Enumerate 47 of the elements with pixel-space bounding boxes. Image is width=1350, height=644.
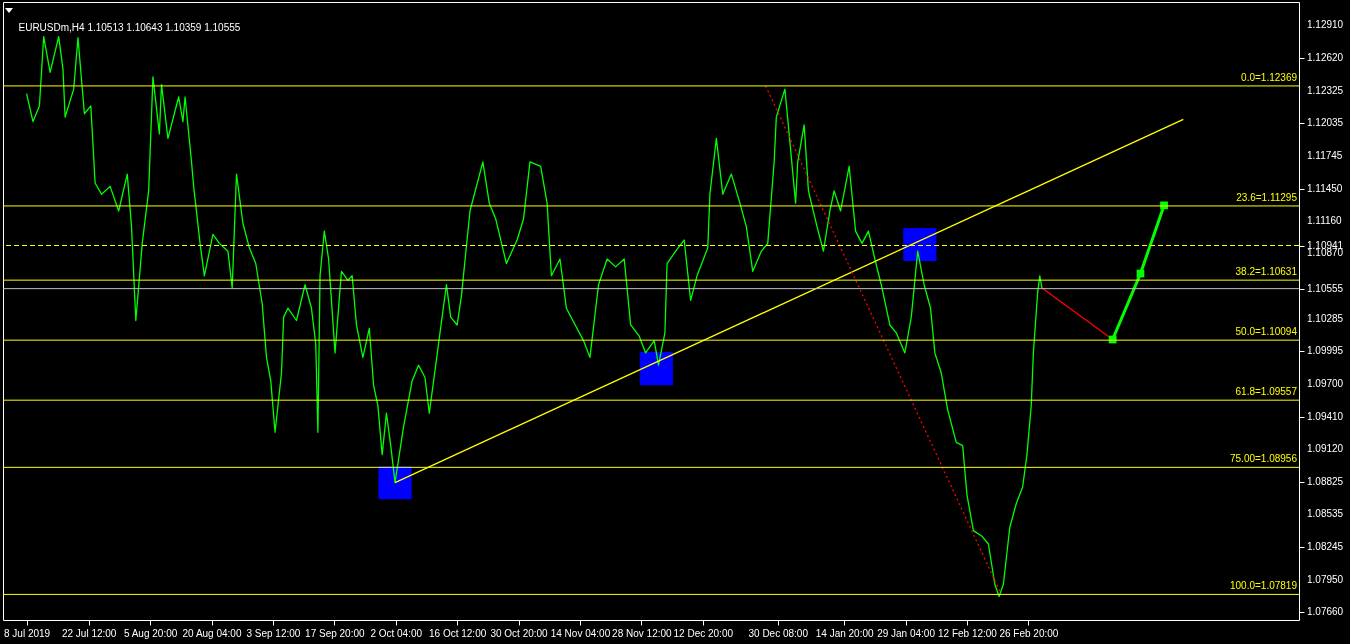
ref-line-label: 61.8=1.09557 — [1235, 386, 1298, 398]
x-tick-label: 28 Nov 12:00 — [612, 627, 673, 639]
y-tick-label: 1.10285 — [1307, 312, 1344, 324]
x-tick-label: 12 Dec 20:00 — [673, 627, 734, 639]
ref-line-label: 75.00=1.08956 — [1229, 453, 1298, 465]
y-tick-label: 1.12910 — [1307, 19, 1344, 31]
y-tick-label: 1.09120 — [1307, 443, 1344, 455]
x-tick-label: 22 Jul 12:00 — [61, 627, 117, 639]
point — [903, 227, 937, 262]
x-tick-label: 3 Sep 12:00 — [246, 627, 301, 639]
x-tick-label: 8 Jul 2019 — [3, 627, 51, 639]
x-tick-label: 30 Oct 20:00 — [490, 627, 549, 639]
ref-line-label: 100.0=1.07819 — [1229, 580, 1298, 592]
text: EURUSDm,H4 1.10513 1.10643 1.10359 1.10555 — [18, 22, 241, 33]
y-tick-label: 1.08245 — [1307, 540, 1344, 552]
x-tick-label: 26 Feb 20:00 — [999, 627, 1059, 639]
ref-line-label: 50.0=1.10094 — [1235, 326, 1298, 338]
y-tick-label: 1.09700 — [1307, 378, 1344, 390]
x-tick-label: 29 Jan 04:00 — [877, 627, 936, 639]
y-tick-label: 1.12325 — [1307, 84, 1344, 96]
x-tick-label: 17 Sep 20:00 — [305, 627, 365, 639]
x-tick-label: 30 Dec 08:00 — [748, 627, 809, 639]
x-tick-label: 20 Aug 04:00 — [182, 627, 242, 639]
y-tick-label: 1.11745 — [1307, 149, 1343, 161]
ref-line-label: 23.6=1.11295 — [1236, 191, 1298, 203]
ref-line-label: 38.2=1.10631 — [1235, 266, 1298, 278]
point — [639, 351, 673, 386]
y-tick-label: 1.07660 — [1307, 606, 1344, 618]
y-tick-label: 1.09995 — [1307, 345, 1344, 357]
line-series — [25, 35, 1043, 598]
ref-line-label: 0.0=1.12369 — [1241, 71, 1298, 83]
y-tick-label: 1.07950 — [1307, 573, 1344, 585]
point — [378, 465, 412, 500]
x-tick-label: 14 Nov 04:00 — [550, 627, 611, 639]
y-tick-label: 1.08825 — [1307, 475, 1344, 487]
x-tick-label: 14 Jan 20:00 — [815, 627, 874, 639]
x-tick-label: 5 Aug 20:00 — [123, 627, 178, 639]
y-tick-label: 1.09410 — [1307, 410, 1344, 422]
x-tick-label: 12 Feb 12:00 — [938, 627, 998, 639]
y-tick-label: 1.12620 — [1307, 51, 1344, 63]
y-tick-label: 1.08535 — [1307, 508, 1344, 520]
x-tick-label: 2 Oct 04:00 — [370, 627, 423, 639]
y-tick-label: 1.11160 — [1307, 215, 1343, 227]
y-tick-label: 1.11450 — [1307, 182, 1343, 194]
x-tick-label: 16 Oct 12:00 — [429, 627, 487, 639]
y-tick-label: 1.12035 — [1307, 117, 1344, 129]
y-tick-label: 1.10555 — [1307, 282, 1344, 294]
